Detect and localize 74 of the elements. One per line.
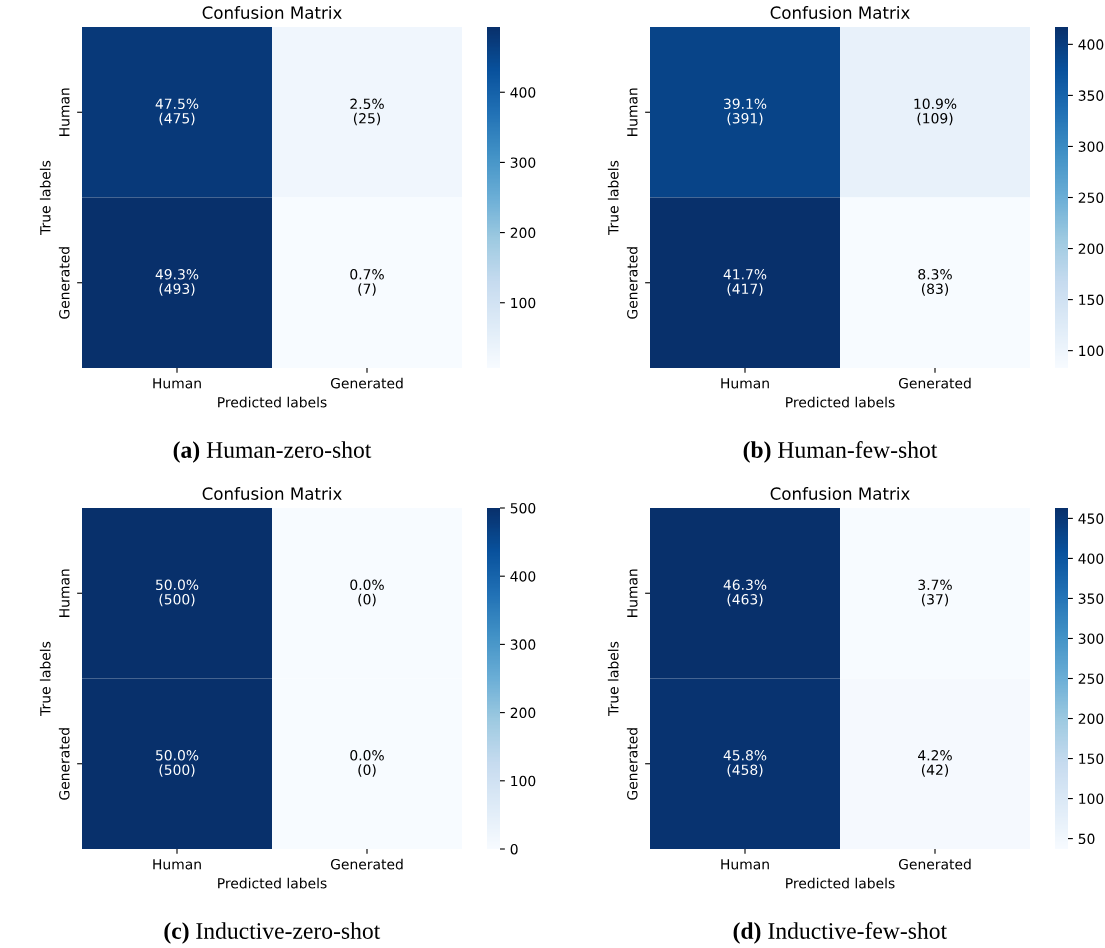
y-tick-label: Generated — [626, 728, 638, 800]
color-bar-label: 250 — [1078, 673, 1104, 684]
data-label: 10.9% (109) — [914, 98, 957, 126]
color-bar-label: 250 — [1078, 192, 1104, 203]
color-bar-label: 300 — [1078, 633, 1104, 644]
color-bar-label: 400 — [510, 87, 536, 98]
y-tick-label: Human — [59, 569, 70, 617]
text: (b) Human-few-shot — [743, 441, 938, 463]
text: (d) Inductive-few-shot — [733, 922, 947, 944]
y-tick-label: Generated — [626, 247, 638, 319]
x-tick-label: Generated — [898, 377, 971, 389]
data-label: 50.0% (500) — [156, 579, 199, 607]
data-label: 0.0% (0) — [350, 579, 384, 607]
data-label: 41.7% (417) — [723, 269, 767, 296]
color-bar-label: 300 — [1078, 141, 1104, 152]
data-label: 39.1% (391) — [724, 98, 767, 126]
x-tick-label: Generated — [330, 377, 403, 389]
data-label: 47.5% (475) — [155, 98, 199, 126]
color-bar-label: 400 — [1078, 39, 1104, 50]
data-label: 2.5% (25) — [350, 98, 384, 126]
x-tick-label: Human — [721, 859, 769, 870]
y-axis-title: True labels — [607, 641, 619, 716]
color-bar-label: 300 — [510, 639, 536, 650]
color-bar-label: 450 — [1078, 513, 1104, 524]
color-bar-label: 350 — [1078, 593, 1104, 604]
color-bar-label: 100 — [511, 297, 536, 309]
x-tick-label: Generated — [898, 858, 971, 870]
data-label: 8.3% (83) — [918, 269, 952, 296]
color-bar-label: 50 — [1078, 833, 1095, 845]
color-bar-label: 500 — [510, 502, 536, 514]
data-label: 49.3% (493) — [155, 269, 199, 296]
y-tick-label: Human — [59, 88, 70, 136]
text: (a) Human-zero-shot — [173, 441, 372, 463]
color-bar-label: 100 — [511, 775, 536, 787]
color-bar-label: 150 — [1079, 294, 1104, 306]
y-tick-label: Generated — [58, 247, 70, 319]
chart-title: Confusion Matrix — [770, 6, 910, 19]
y-axis-title: True labels — [607, 160, 619, 235]
chart-title: Confusion Matrix — [202, 487, 342, 500]
chart-title: Confusion Matrix — [770, 487, 910, 500]
color-bar-label: 400 — [1078, 553, 1104, 564]
color-bar-label: 0 — [510, 843, 518, 855]
color-bar-label: 150 — [1079, 753, 1104, 765]
color-bar-label: 400 — [510, 571, 536, 582]
x-axis-title: Predicted labels — [786, 877, 895, 889]
data-label: 3.7% (37) — [918, 579, 952, 607]
color-bar-label: 200 — [510, 707, 536, 719]
color-bar-label: 100 — [1079, 345, 1104, 357]
text: (c) Inductive-zero-shot — [164, 922, 381, 944]
y-axis-title: True labels — [39, 641, 51, 716]
data-label: 0.7% (7) — [350, 269, 384, 296]
data-label: 46.3% (463) — [723, 579, 767, 607]
x-axis-title: Predicted labels — [218, 396, 327, 408]
color-bar-label: 200 — [1078, 243, 1104, 255]
color-bar-label: 200 — [510, 227, 536, 239]
x-tick-label: Generated — [330, 858, 403, 870]
x-tick-label: Human — [721, 378, 769, 389]
x-tick-label: Human — [153, 378, 201, 389]
color-bar-label: 350 — [1078, 90, 1104, 101]
data-label: 45.8% (458) — [723, 750, 767, 777]
data-label: 0.0% (0) — [350, 750, 384, 777]
y-axis-title: True labels — [39, 160, 51, 235]
x-tick-label: Human — [153, 859, 201, 870]
chart-title: Confusion Matrix — [202, 6, 342, 19]
y-tick-label: Human — [627, 569, 638, 617]
color-bar-label: 100 — [1079, 793, 1104, 805]
data-label: 50.0% (500) — [156, 750, 199, 777]
color-bar-label: 200 — [1078, 713, 1104, 724]
y-tick-label: Generated — [58, 728, 70, 800]
x-axis-title: Predicted labels — [786, 396, 895, 408]
y-tick-label: Human — [627, 88, 638, 136]
x-axis-title: Predicted labels — [218, 877, 327, 889]
color-bar-label: 300 — [510, 157, 536, 168]
data-label: 4.2% (42) — [918, 750, 952, 777]
